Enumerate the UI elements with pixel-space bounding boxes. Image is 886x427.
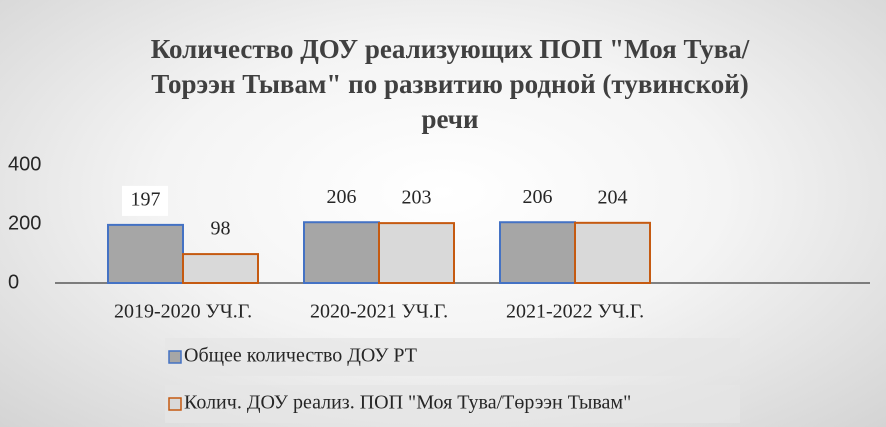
data-label: 206 [523, 186, 553, 208]
legend-marker [168, 397, 182, 411]
legend-label: Общее количество ДОУ РТ [184, 345, 417, 367]
bar [303, 221, 380, 284]
chart-title: Количество ДОУ реализующих ПОП "Моя Тува… [150, 34, 750, 134]
bar [107, 223, 184, 284]
data-label-bg [122, 185, 168, 216]
x-tick-label: 2021-2022 УЧ.Г. [506, 301, 644, 323]
data-label: 204 [598, 186, 628, 208]
y-tick-label: 0 [8, 271, 19, 293]
data-label: 206 [327, 186, 357, 208]
y-tick-label: 400 [8, 153, 41, 175]
legend-label: Колич. ДОУ реализ. ПОП "Моя Тува/Төрээн … [184, 392, 631, 414]
data-label: 203 [402, 187, 432, 209]
bar [499, 221, 576, 284]
legend-bg [165, 338, 740, 376]
data-label: 197 [131, 188, 161, 210]
bar [182, 253, 259, 284]
bar [378, 222, 455, 285]
legend-marker [168, 350, 182, 364]
legend-bg [165, 385, 740, 423]
y-tick-label: 200 [8, 212, 41, 234]
x-tick-label: 2019-2020 УЧ.Г. [114, 301, 252, 323]
bar [574, 221, 651, 285]
x-tick-label: 2020-2021 УЧ.Г. [310, 301, 448, 323]
data-label: 98 [211, 218, 231, 240]
